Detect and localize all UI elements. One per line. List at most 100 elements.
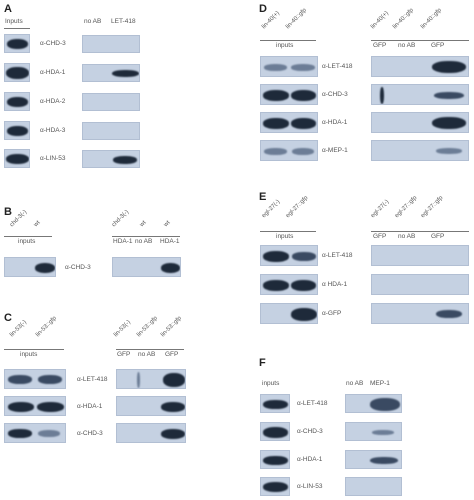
panel-c-ip-strip-2 <box>116 396 186 416</box>
panel-c-bottom-label-2: no AB <box>138 351 156 358</box>
panel-e-ip-strip-1 <box>371 245 469 266</box>
blot-band <box>8 402 34 412</box>
panel-b-lane-label-4: wt <box>139 219 148 229</box>
panel-e-lane-label-5: egl-27::gfp <box>420 194 445 220</box>
panel-f-ip-strip-3 <box>345 450 402 469</box>
panel-d-ip-underline <box>371 40 469 41</box>
panel-d-row-label-2: α-CHD-3 <box>322 91 348 98</box>
panel-a-inputs-underline <box>4 28 30 29</box>
panel-e-row-label-1: α-LET-418 <box>322 252 353 259</box>
panel-e-ip-strip-2 <box>371 274 469 295</box>
panel-d-ip-strip-3 <box>371 112 469 133</box>
blot-band <box>263 251 289 262</box>
panel-b-lane-label-5: wt <box>163 219 172 229</box>
blot-band <box>370 398 400 411</box>
panel-a-ip-strip-1 <box>82 35 140 53</box>
panel-b-ip-strip <box>112 257 181 277</box>
blot-band <box>263 90 289 101</box>
blot-band <box>161 402 185 412</box>
panel-a-label: A <box>4 3 12 15</box>
panel-d-bottom-label-1: GFP <box>373 42 387 49</box>
panel-c-lane-label-4: lin-53::gfp <box>136 315 159 339</box>
blot-band <box>161 429 185 439</box>
blot-band <box>6 154 29 164</box>
blot-band <box>263 427 288 438</box>
panel-a-input-strip-3 <box>4 92 30 111</box>
blot-band <box>380 87 384 104</box>
panel-f-ip-strip-4 <box>345 477 402 496</box>
blot-band <box>292 252 316 261</box>
panel-a-row-label-1: α-CHD-3 <box>40 40 66 47</box>
blot-band <box>38 430 60 437</box>
blot-band <box>7 39 28 49</box>
panel-c-ip-underline <box>116 349 184 350</box>
blot-band <box>113 156 137 164</box>
panel-c-bottom-label-1: GFP <box>117 351 131 358</box>
blot-band <box>112 70 139 77</box>
panel-e-row-label-3: α-GFP <box>322 310 342 317</box>
panel-a-col-let418: LET-418 <box>111 18 136 25</box>
panel-c-inputs-label: inputs <box>20 351 38 358</box>
panel-e-lane-label-2: egl-27::gfp <box>285 194 310 220</box>
panel-c-row-label-1: α-LET-418 <box>77 376 108 383</box>
panel-a-row-label-2: α-HDA-1 <box>40 69 66 76</box>
panel-a-input-strip-1 <box>4 34 30 53</box>
panel-c-lane-label-2: lin-53::gfp <box>35 315 58 339</box>
panel-d-ip-strip-1 <box>371 56 469 77</box>
blot-band <box>291 118 316 129</box>
panel-d-row-label-4: α-MEP-1 <box>322 147 348 154</box>
panel-e-input-strip-3 <box>260 303 318 324</box>
panel-f-input-strip-3 <box>260 450 290 469</box>
blot-band <box>263 118 289 129</box>
panel-b-bottom-label-1: HDA-1 <box>113 238 133 245</box>
panel-d-lane-label-5: lin-40::gfp <box>420 7 443 31</box>
panel-b-ip-underline <box>112 236 180 237</box>
blot-band <box>436 310 462 318</box>
panel-c-ip-strip-3 <box>116 423 186 443</box>
panel-c-input-strip-1 <box>4 369 66 389</box>
blot-band <box>8 429 32 438</box>
panel-d-lane-label-3: lin-40(+) <box>370 10 390 31</box>
panel-a-ip-strip-3 <box>82 93 140 111</box>
panel-d-label: D <box>259 3 267 15</box>
panel-e-lane-label-3: egl-27(-) <box>370 199 391 220</box>
panel-c-input-strip-3 <box>4 423 66 443</box>
blot-band <box>263 456 288 465</box>
panel-a-inputs-label: Inputs <box>5 18 23 25</box>
panel-b-input-strip <box>4 257 56 277</box>
panel-c-bottom-label-3: GFP <box>165 351 179 358</box>
blot-band <box>163 373 185 387</box>
blot-band <box>38 375 62 384</box>
panel-e-ip-underline <box>371 231 469 232</box>
blot-band <box>37 402 64 412</box>
panel-e-ip-strip-3 <box>371 303 469 324</box>
panel-f-input-strip-4 <box>260 477 290 496</box>
panel-f-label: F <box>259 357 266 369</box>
panel-b-bottom-label-2: no AB <box>135 238 153 245</box>
panel-c-row-label-3: α-CHD-3 <box>77 430 103 437</box>
panel-b-row-label: α-CHD-3 <box>65 264 91 271</box>
panel-e-input-strip-1 <box>260 245 318 266</box>
panel-d-lane-label-2: lin-40::gfp <box>285 7 308 31</box>
blot-band <box>291 90 316 101</box>
panel-f-input-strip-2 <box>260 422 290 441</box>
panel-f-col-mep1: MEP-1 <box>370 380 390 387</box>
panel-f-row-label-4: α-LIN-53 <box>297 483 323 490</box>
panel-c-ip-strip-1 <box>116 369 186 389</box>
panel-d-row-label-1: α-LET-418 <box>322 63 353 70</box>
panel-a-ip-strip-2 <box>82 64 140 82</box>
panel-e-row-label-2: α HDA-1 <box>322 281 348 288</box>
panel-a-row-label-3: α-HDA-2 <box>40 98 66 105</box>
blot-band <box>291 64 315 71</box>
panel-c-input-strip-2 <box>4 396 66 416</box>
panel-d-input-strip-2 <box>260 84 318 105</box>
blot-band <box>137 372 140 388</box>
panel-d-ip-strip-2 <box>371 84 469 105</box>
blot-band <box>263 482 288 492</box>
panel-c-lane-label-5: lin-53::gfp <box>160 315 183 339</box>
panel-f-inputs-label: inputs <box>262 380 280 387</box>
blot-band <box>6 67 29 79</box>
blot-band <box>264 148 287 155</box>
panel-e-bottom-label-1: GFP <box>373 233 387 240</box>
blot-band <box>8 375 32 384</box>
